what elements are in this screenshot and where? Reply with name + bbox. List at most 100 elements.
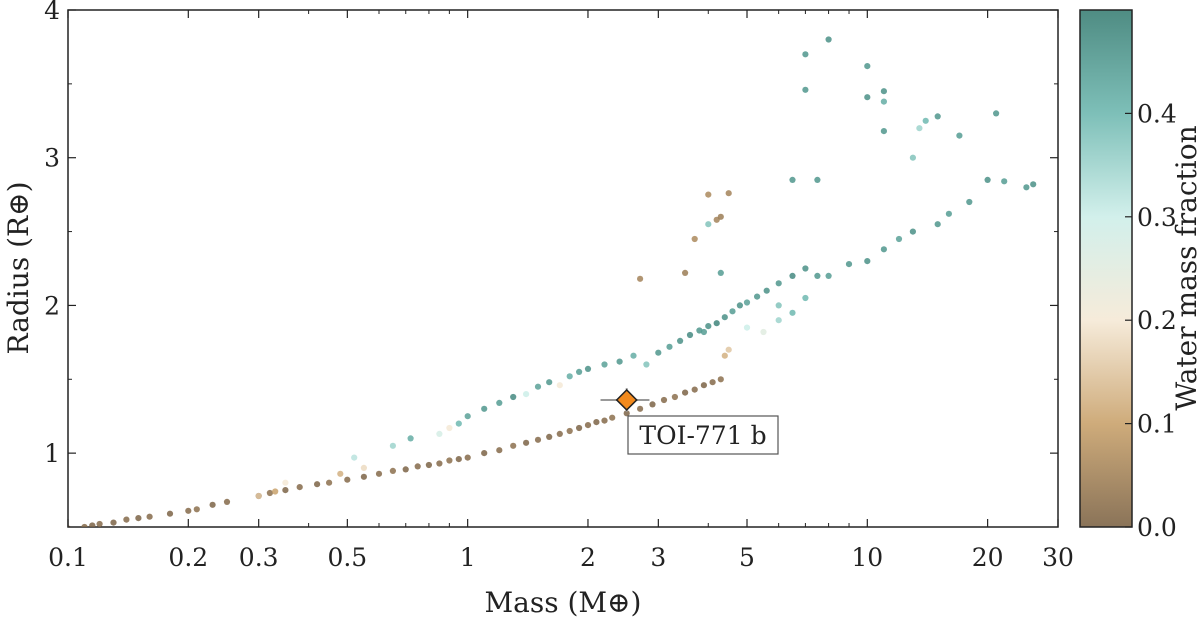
rocky-planet-point	[691, 386, 698, 393]
water-planet-point	[775, 317, 782, 324]
water-planet-point	[655, 349, 662, 356]
x-axis-label: Mass (M⊕)	[485, 586, 642, 619]
water-planet-point	[825, 36, 832, 43]
highlight-annotation: TOI-771 b	[627, 415, 779, 455]
rocky-planet-point	[314, 481, 321, 488]
colorbar-tick-label: 0.2	[1137, 306, 1177, 335]
plot-area: TOI-771 b	[67, 9, 1059, 528]
water-planet-point	[775, 302, 782, 309]
water-planet-point	[880, 98, 888, 105]
water-planet-point	[789, 176, 796, 183]
water-planet-point	[909, 154, 917, 161]
water-planet-point	[934, 221, 941, 228]
x-tick-label: 3	[650, 543, 666, 572]
y-tick-label: 3	[44, 144, 60, 173]
colorbar-tick-label: 0.4	[1137, 99, 1177, 128]
rocky-planet-point	[282, 487, 289, 494]
water-planet-point	[743, 324, 751, 331]
water-planet-point	[705, 323, 712, 330]
water-planet-point	[717, 269, 724, 276]
water-planet-point	[984, 176, 991, 183]
rocky-planet-point	[436, 460, 443, 467]
water-planet-point	[864, 94, 871, 101]
water-planet-point	[601, 361, 608, 368]
water-planet-point	[677, 337, 684, 344]
rocky-planet-point	[566, 427, 573, 435]
water-planet-point	[1001, 178, 1008, 185]
rocky-planet-point	[623, 410, 630, 417]
water-planet-point	[909, 228, 917, 235]
water-planet-point	[496, 399, 503, 406]
water-planet-point	[802, 265, 809, 272]
rocky-planet-point	[510, 442, 517, 449]
x-tick-label: 30	[1042, 543, 1074, 572]
water-planet-point	[736, 302, 744, 309]
rocky-planet-point	[185, 507, 192, 514]
rocky-planet-point	[414, 463, 421, 470]
rocky-planet-point	[209, 501, 216, 508]
water-planet-point	[725, 190, 732, 197]
water-planet-point	[1030, 181, 1037, 188]
rocky-planet-point	[584, 422, 592, 429]
y-tick-label: 2	[44, 291, 60, 320]
water-planet-point	[717, 213, 724, 220]
rocky-planet-point	[556, 430, 563, 437]
water-planet-point	[825, 272, 832, 279]
rocky-planet-point	[375, 470, 383, 477]
water-planet-point	[566, 373, 573, 380]
water-planet-point	[864, 258, 871, 265]
colorbar-tick-label: 0.3	[1137, 203, 1177, 232]
rocky-planet-point	[496, 447, 503, 454]
water-planet-point	[814, 272, 821, 279]
annotation-label: TOI-771 b	[639, 421, 766, 450]
rocky-planet-point	[649, 401, 656, 408]
water-planet-point	[705, 191, 712, 198]
water-planet-point	[993, 110, 1000, 117]
rocky-planet-point	[717, 376, 724, 383]
water-planet-point	[864, 63, 871, 70]
rocky-planet-point	[425, 461, 432, 469]
water-planet-point	[464, 413, 471, 420]
water-planet-point	[895, 235, 903, 243]
y-axis: 1 2 3 4	[44, 0, 1058, 528]
water-planet-point	[880, 246, 888, 253]
rocky-planet-point	[296, 484, 303, 491]
rocky-planet-point	[637, 405, 644, 412]
water-planet-point	[576, 368, 583, 375]
water-planet-point	[556, 382, 563, 389]
water-planet-point	[446, 424, 453, 432]
water-planet-point	[721, 314, 728, 321]
water-planet-point	[922, 117, 929, 124]
water-planet-point	[802, 86, 809, 93]
colorbar-gradient	[1079, 9, 1133, 528]
water-planet-point	[945, 210, 953, 217]
water-planet-point	[682, 269, 689, 276]
x-tick-label: 2	[580, 543, 596, 572]
rocky-planet-point	[446, 457, 453, 464]
water-planet-point	[880, 88, 888, 95]
rocky-planet-point	[223, 498, 231, 505]
rocky-planet-point	[481, 450, 488, 457]
water-planet-point	[616, 358, 623, 365]
water-planet-point	[956, 132, 963, 139]
water-planet-point	[272, 488, 279, 495]
rocky-planet-point	[166, 510, 174, 517]
rocky-planet-point	[534, 436, 542, 443]
x-tick-label: 10	[851, 543, 883, 572]
water-planet-point	[743, 299, 751, 306]
water-planet-point	[763, 287, 770, 294]
x-tick-label: 20	[972, 543, 1004, 572]
rocky-planet-point	[700, 382, 708, 389]
water-planet-point	[1023, 184, 1030, 191]
highlight-diamond-marker[interactable]	[615, 388, 638, 412]
rocky-planet-point	[593, 419, 600, 426]
x-tick-label: 0.2	[168, 543, 208, 572]
rocky-planet-point	[389, 467, 396, 474]
rocky-planet-point	[360, 473, 367, 480]
rocky-planet-point	[402, 466, 409, 473]
water-planet-point	[255, 492, 262, 500]
rocky-planet-point	[601, 417, 608, 424]
colorbar-tick-label: 0.1	[1137, 410, 1177, 439]
rocky-planet-point	[193, 506, 200, 513]
